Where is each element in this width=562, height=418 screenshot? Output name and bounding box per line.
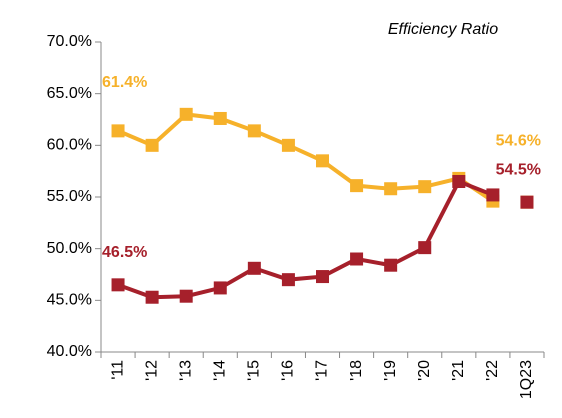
point-marker <box>281 138 295 152</box>
x-tick-label: '19 <box>382 360 399 381</box>
point-marker <box>350 252 364 266</box>
x-tick-label: '16 <box>280 360 297 381</box>
point-marker <box>247 124 261 138</box>
y-tick-label: 40.0% <box>47 343 92 360</box>
point-marker <box>179 289 193 303</box>
point-marker <box>213 281 227 295</box>
x-tick-label: '11 <box>109 360 126 380</box>
point-marker <box>384 182 398 196</box>
point-marker <box>316 270 329 284</box>
y-tick-label: 55.0% <box>47 188 92 205</box>
point-marker <box>520 195 534 209</box>
x-tick-label: '21 <box>450 360 467 381</box>
series-line <box>117 178 494 300</box>
point-marker <box>350 179 364 193</box>
x-tick-label: '15 <box>246 360 263 381</box>
chart-title: Efficiency Ratio <box>388 21 498 38</box>
y-tick-label: 70.0% <box>47 33 92 50</box>
x-tick-label: '17 <box>314 360 331 381</box>
point-marker <box>384 258 398 272</box>
x-tick-label: '20 <box>416 360 433 381</box>
y-tick-label: 45.0% <box>47 292 92 309</box>
point-marker <box>247 261 261 275</box>
data-label: 61.4% <box>102 74 147 91</box>
x-tick-label: '22 <box>484 360 501 381</box>
point-marker <box>418 180 432 194</box>
y-tick-label: 60.0% <box>47 137 92 154</box>
point-marker <box>281 273 295 287</box>
point-marker <box>111 278 125 292</box>
x-tick-label: 1Q23 <box>518 360 535 399</box>
point-marker <box>179 107 193 121</box>
point-marker <box>111 124 125 138</box>
y-tick-label: 65.0% <box>47 85 92 102</box>
x-tick-label: '12 <box>143 360 160 381</box>
point-marker <box>316 154 329 168</box>
point-marker <box>145 290 159 304</box>
data-label: 54.6% <box>496 132 541 149</box>
x-tick-label: '14 <box>211 360 228 381</box>
point-marker <box>486 188 500 202</box>
series-line <box>117 112 494 203</box>
data-label: 54.5% <box>496 161 541 178</box>
data-label: 46.5% <box>102 244 147 261</box>
point-marker <box>213 111 227 125</box>
point-marker <box>418 241 432 255</box>
y-tick-label: 50.0% <box>47 240 92 257</box>
point-marker <box>145 138 159 152</box>
point-marker <box>452 175 466 188</box>
x-tick-label: '13 <box>177 360 194 381</box>
x-tick-label: '18 <box>348 360 365 381</box>
